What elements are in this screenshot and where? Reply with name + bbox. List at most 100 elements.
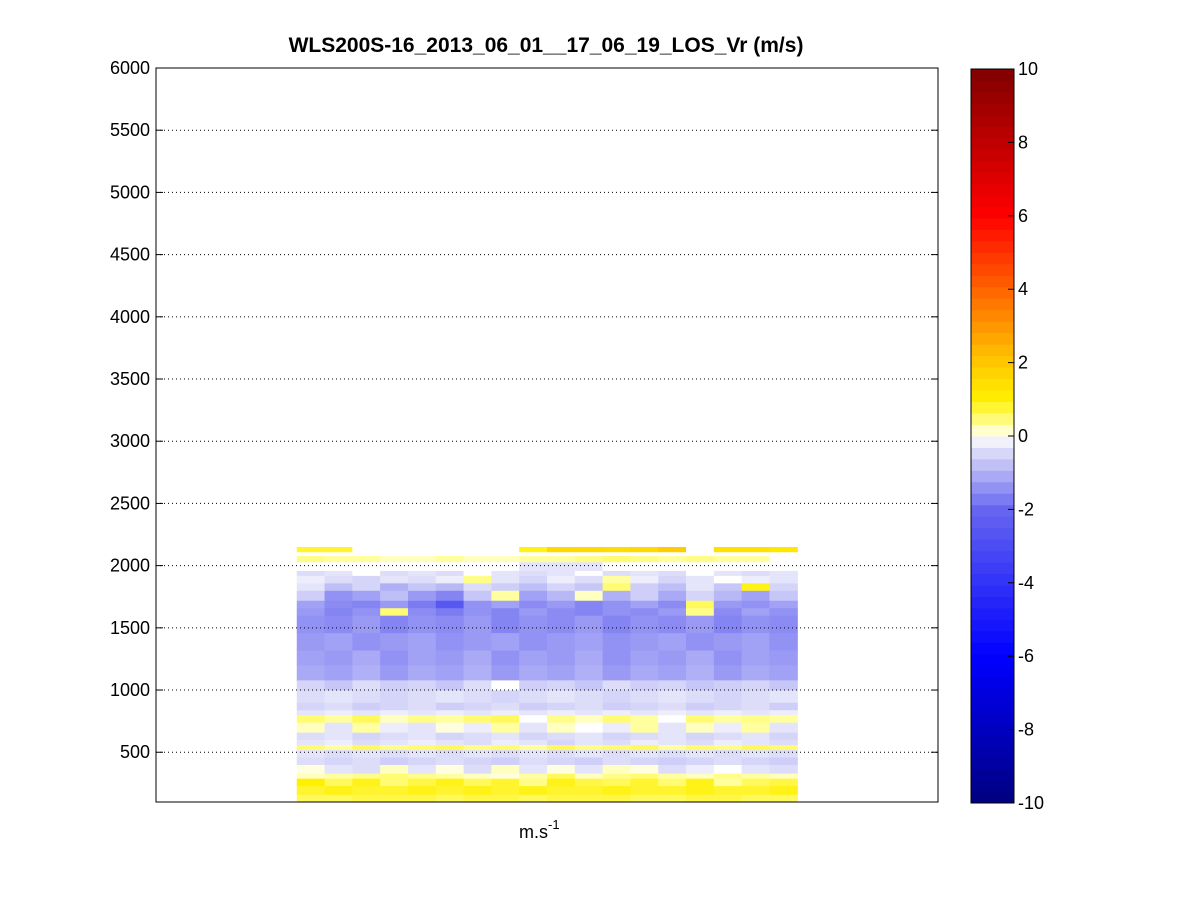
heatmap-cell xyxy=(296,785,326,795)
heatmap-cell xyxy=(574,794,604,803)
heatmap-cell xyxy=(686,744,715,751)
heatmap-cell xyxy=(296,773,326,779)
heatmap-cell xyxy=(435,749,465,758)
heatmap-cell xyxy=(602,600,632,609)
heatmap-cell xyxy=(296,583,326,591)
heatmap-cell xyxy=(686,757,715,765)
heatmap-cell xyxy=(713,702,743,711)
heatmap-cell xyxy=(547,749,576,758)
heatmap-cell xyxy=(574,764,604,774)
heatmap-cell xyxy=(435,690,465,703)
heatmap-cell xyxy=(574,570,604,576)
heatmap-cell xyxy=(602,773,632,779)
colorbar-band xyxy=(971,91,1014,104)
heatmap-cell xyxy=(574,714,604,723)
heatmap-cell xyxy=(713,632,743,651)
heatmap-cell xyxy=(769,590,798,601)
heatmap-cell xyxy=(547,590,576,601)
heatmap-cell xyxy=(491,600,520,609)
heatmap-cell xyxy=(519,690,548,703)
heatmap-cell xyxy=(519,702,548,711)
heatmap-cell xyxy=(574,600,604,609)
heatmap-cell xyxy=(686,690,715,703)
heatmap-cell xyxy=(658,546,687,553)
heatmap-cell xyxy=(574,749,604,758)
colorbar-band xyxy=(971,630,1014,643)
heatmap-cell xyxy=(769,757,798,765)
heatmap-cell xyxy=(769,739,798,746)
heatmap-cell xyxy=(435,732,465,741)
heatmap-cell xyxy=(324,555,353,563)
y-tick-label: 1000 xyxy=(110,680,150,700)
heatmap-cell xyxy=(296,778,326,787)
heatmap-cell xyxy=(407,709,437,716)
heatmap-cell xyxy=(352,690,381,703)
heatmap-cell xyxy=(491,709,520,716)
heatmap-cell xyxy=(407,680,437,691)
heatmap-cell xyxy=(574,575,604,584)
heatmap-cell xyxy=(741,764,771,774)
heatmap-cell xyxy=(463,764,492,774)
heatmap-cell xyxy=(407,778,437,787)
heatmap-cell xyxy=(769,680,798,691)
heatmap-cell xyxy=(296,607,326,616)
heatmap-cell xyxy=(296,561,326,571)
heatmap-cell xyxy=(602,665,632,681)
colorbar-band xyxy=(971,413,1014,425)
heatmap-cell xyxy=(741,632,771,651)
heatmap-cell xyxy=(686,739,715,746)
heatmap-cell xyxy=(324,757,353,765)
colorbar-band xyxy=(971,791,1014,804)
heatmap-cell xyxy=(630,600,659,609)
heatmap-cell xyxy=(630,794,659,803)
heatmap-cell xyxy=(380,757,409,765)
heatmap-cell xyxy=(741,690,771,703)
heatmap-cell xyxy=(491,722,520,733)
colorbar-band xyxy=(971,619,1014,632)
y-tick-label: 5500 xyxy=(110,120,150,140)
heatmap-cell xyxy=(602,680,632,691)
heatmap-cell xyxy=(352,714,381,723)
heatmap-cell xyxy=(602,555,632,563)
heatmap-cell xyxy=(658,757,687,765)
heatmap-cell xyxy=(463,590,492,601)
heatmap-cell xyxy=(630,555,659,563)
heatmap-cell xyxy=(435,778,465,787)
heatmap-cell xyxy=(407,590,437,601)
heatmap-cell xyxy=(547,794,576,803)
heatmap-cell xyxy=(380,561,409,571)
heatmap-cell xyxy=(741,757,771,765)
heatmap-cell xyxy=(407,744,437,751)
heatmap-cell xyxy=(769,722,798,733)
heatmap-cell xyxy=(435,722,465,733)
heatmap-cell xyxy=(407,575,437,584)
heatmap-cell xyxy=(658,714,687,723)
colorbar-band xyxy=(971,206,1014,219)
heatmap-cell xyxy=(491,773,520,779)
heatmap-cell xyxy=(296,764,326,774)
heatmap-cell xyxy=(380,702,409,711)
heatmap-cell xyxy=(686,732,715,741)
heatmap-cell xyxy=(407,702,437,711)
heatmap-cell xyxy=(519,632,548,651)
colorbar-band xyxy=(971,367,1014,380)
y-tick-label: 4500 xyxy=(110,245,150,265)
heatmap-cell xyxy=(519,749,548,758)
heatmap-cell xyxy=(491,583,520,591)
heatmap-cell xyxy=(324,680,353,691)
heatmap-cell xyxy=(658,590,687,601)
colorbar-band xyxy=(971,722,1014,735)
heatmap-cell xyxy=(630,785,659,795)
heatmap-cell xyxy=(407,739,437,746)
heatmap-cell xyxy=(658,650,687,666)
heatmap-cell xyxy=(352,583,381,591)
heatmap-cell xyxy=(435,607,465,616)
heatmap-cell xyxy=(463,714,492,723)
heatmap-cell xyxy=(324,607,353,616)
heatmap-cell xyxy=(713,709,743,716)
heatmap-cell xyxy=(769,551,798,556)
heatmap-cell xyxy=(630,744,659,751)
heatmap-cell xyxy=(769,583,798,591)
heatmap-cell xyxy=(491,778,520,787)
heatmap-cell xyxy=(463,561,492,571)
